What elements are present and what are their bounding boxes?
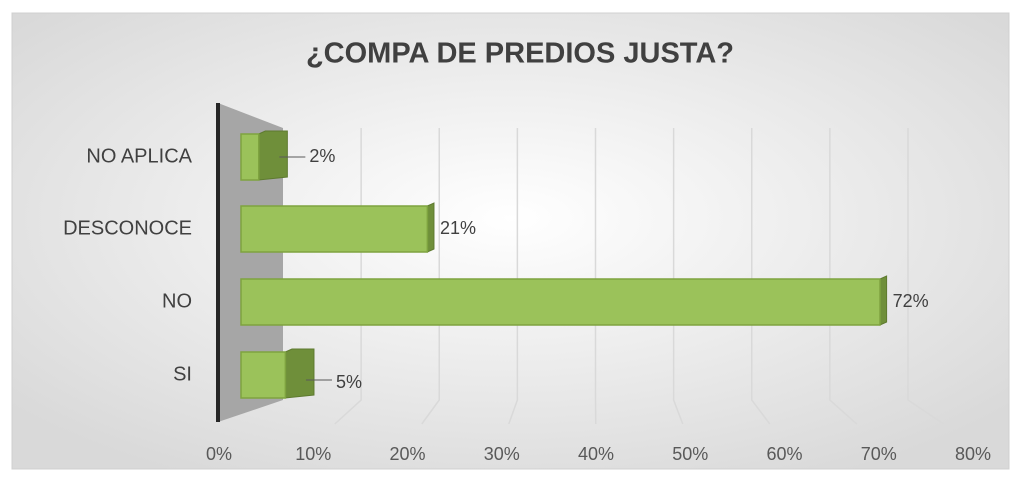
x-tick-label: 10% [295, 444, 331, 464]
value-label: 21% [440, 218, 476, 238]
chart-area [11, 12, 1010, 470]
x-tick-label: 0% [206, 444, 232, 464]
bar-side [284, 348, 315, 399]
x-tick-label: 70% [861, 444, 897, 464]
grid-line [421, 128, 440, 425]
x-tick-label: 30% [484, 444, 520, 464]
bar [240, 351, 287, 399]
bar [240, 278, 881, 326]
x-tick-label: 60% [766, 444, 802, 464]
value-label: 5% [336, 372, 362, 392]
x-tick-label: 80% [955, 444, 991, 464]
grid-line [672, 128, 684, 425]
bar [240, 205, 429, 253]
grid-line [829, 128, 858, 425]
bar [240, 133, 260, 181]
grid-line [751, 128, 771, 425]
x-tick-label: 20% [389, 444, 425, 464]
chart-title: ¿COMPA DE PREDIOS JUSTA? [306, 38, 734, 70]
y-tick-label: NO APLICA [86, 145, 192, 167]
bar-side [258, 130, 288, 181]
grid-line [508, 128, 519, 425]
wall [218, 103, 283, 422]
bar-side [426, 202, 435, 253]
grid-line [907, 128, 945, 425]
x-tick-label: 50% [672, 444, 708, 464]
y-tick-label: NO [162, 290, 192, 312]
value-label: 2% [309, 146, 335, 166]
x-tick-label: 40% [578, 444, 614, 464]
bar-side [879, 275, 888, 326]
y-tick-label: SI [173, 363, 192, 385]
y-tick-label: DESCONOCE [63, 217, 192, 239]
value-label: 72% [893, 291, 929, 311]
